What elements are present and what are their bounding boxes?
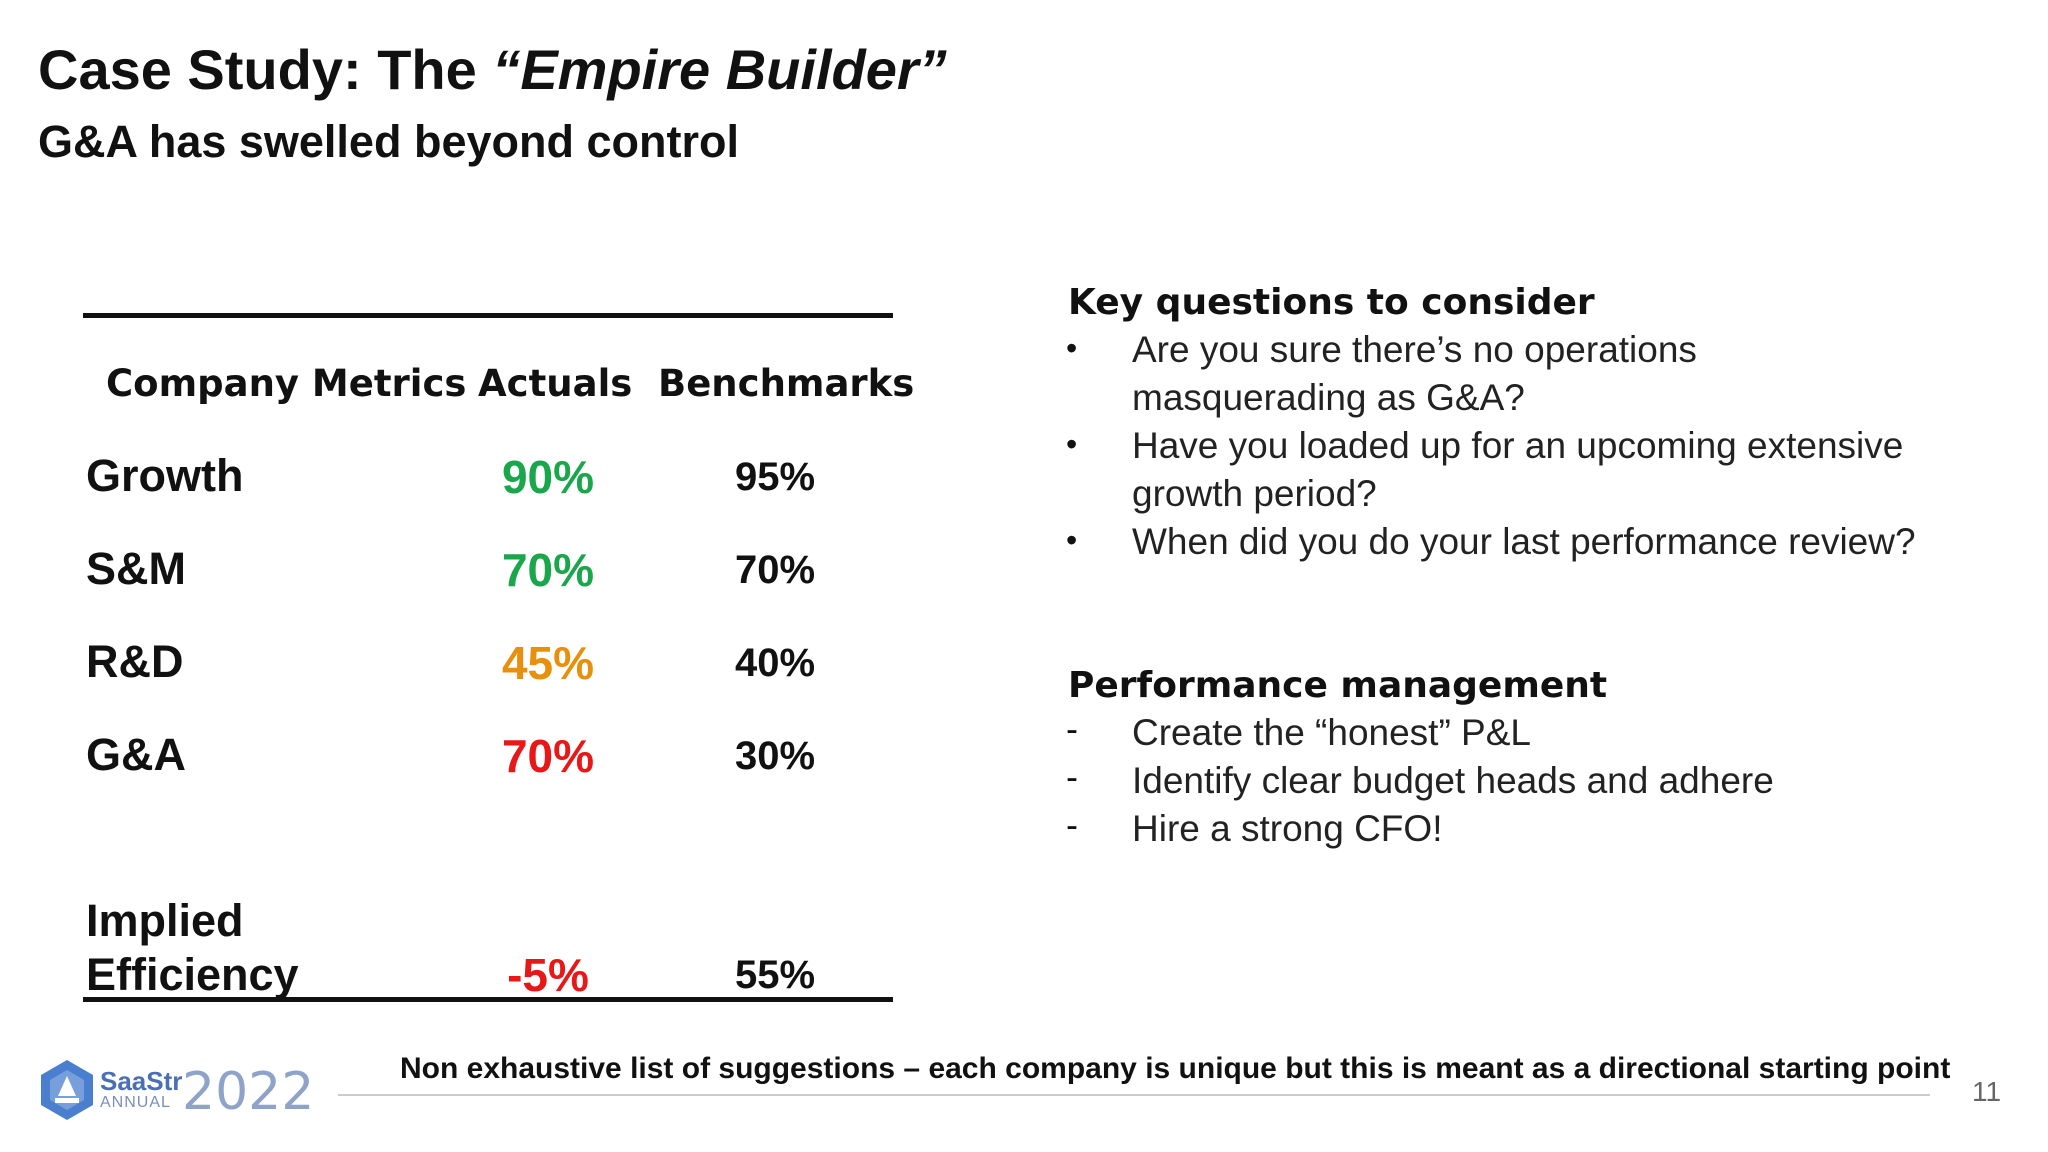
performance-heading: Performance management (1068, 665, 1608, 706)
implied-efficiency-label: Implied Efficiency (86, 895, 299, 1000)
bullet-text: When did you do your last performance re… (1132, 521, 1916, 562)
bullet-icon: • (1066, 330, 1078, 366)
dash-icon: - (1066, 804, 1078, 845)
title-emphasis: “Empire Builder” (492, 38, 947, 101)
actual-value: 70% (501, 544, 595, 596)
bullet-text: Are you sure there’s no operations masqu… (1132, 329, 1697, 418)
metric-label: R&D (86, 636, 184, 687)
header-actuals: Actuals (478, 362, 633, 405)
slide-title: Case Study: The “Empire Builder” (38, 38, 947, 102)
saastr-logo-icon (41, 1060, 93, 1120)
metric-label: G&A (86, 729, 186, 780)
logo-sub: ANNUAL (100, 1094, 171, 1111)
dash-icon: - (1066, 756, 1078, 797)
metric-label: S&M (86, 543, 186, 594)
dash-text: Identify clear budget heads and adhere (1132, 760, 1774, 801)
dash-text: Hire a strong CFO! (1132, 808, 1443, 849)
bullet-icon: • (1066, 522, 1078, 558)
benchmark-value: 95% (734, 455, 816, 499)
footer-divider (338, 1094, 1930, 1096)
implied-benchmark-value: 55% (734, 953, 816, 997)
bullet-icon: • (1066, 426, 1078, 462)
header-benchmarks: Benchmarks (658, 362, 915, 405)
bullet-text: Have you loaded up for an upcoming exten… (1132, 425, 1904, 514)
dash-text: Create the “honest” P&L (1132, 712, 1531, 753)
benchmark-value: 40% (734, 641, 816, 685)
actual-value: 45% (501, 637, 595, 689)
logo-year: 2022 (182, 1062, 315, 1122)
actual-value: 90% (501, 451, 595, 503)
actual-value: 70% (501, 730, 595, 782)
page-number: 11 (1972, 1076, 2002, 1107)
implied-actual-value: -5% (507, 949, 589, 1001)
table-top-rule (83, 313, 893, 318)
slide-subtitle: G&A has swelled beyond control (38, 116, 739, 167)
header-company-metrics: Company Metrics (106, 362, 467, 405)
benchmark-value: 70% (734, 548, 816, 592)
footer-note: Non exhaustive list of suggestions – eac… (400, 1052, 1951, 1085)
dash-icon: - (1066, 708, 1078, 749)
benchmark-value: 30% (734, 734, 816, 778)
key-questions-heading: Key questions to consider (1068, 282, 1595, 323)
metric-label: Growth (86, 450, 244, 501)
title-prefix: Case Study: The (38, 38, 493, 101)
logo-brand: SaaStr (100, 1066, 183, 1096)
table-bottom-rule (83, 997, 893, 1002)
